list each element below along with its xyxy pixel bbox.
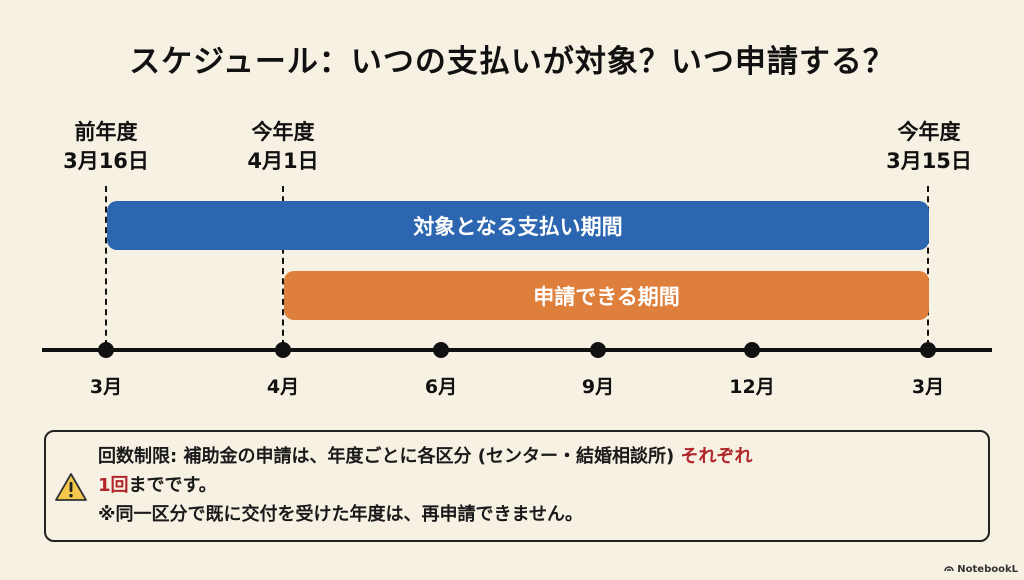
note-text: 回数制限: 補助金の申請は、年度ごとに各区分 (センター・結婚相談所) それぞれ…: [98, 442, 752, 529]
notebook-logo-icon: [944, 564, 955, 575]
guide-line-end: [927, 186, 929, 346]
bar-label: 対象となる支払い期間: [413, 214, 623, 239]
timeline-dot: [98, 342, 114, 358]
date-value: 4月1日: [247, 149, 319, 173]
tick-label: 6月: [424, 376, 458, 398]
date-label-end: 今年度 3月15日: [864, 118, 994, 176]
timeline-axis: [42, 348, 992, 352]
date-value: 3月16日: [63, 149, 149, 173]
note-highlight: 1回: [98, 475, 129, 496]
guide-line-apply-start: [282, 186, 284, 346]
eligible-payment-period-bar: 対象となる支払い期間: [107, 201, 929, 250]
watermark-text: NotebookL: [957, 564, 1018, 575]
watermark: NotebookL: [944, 564, 1018, 575]
tick-label: 12月: [729, 376, 775, 398]
date-label-start: 前年度 3月16日: [41, 118, 171, 176]
date-value: 3月15日: [886, 149, 972, 173]
note-highlight: それぞれ: [680, 446, 753, 467]
timeline-dot: [590, 342, 606, 358]
limit-note-box: 回数制限: 補助金の申請は、年度ごとに各区分 (センター・結婚相談所) それぞれ…: [44, 430, 990, 542]
bar-label: 申請できる期間: [533, 284, 680, 309]
guide-line-start: [105, 186, 107, 346]
date-label-apply-start: 今年度 4月1日: [218, 118, 348, 176]
date-year: 今年度: [897, 120, 961, 144]
tick-label: 4月: [266, 376, 300, 398]
date-year: 前年度: [74, 120, 138, 144]
timeline-dot: [275, 342, 291, 358]
page-title: スケジュール：いつの支払いが対象？いつ申請する？: [129, 44, 895, 80]
note-text-segment: 回数制限: 補助金の申請は、年度ごとに各区分 (センター・結婚相談所): [98, 446, 681, 467]
note-line-3: ※同一区分で既に交付を受けた年度は、再申請できません。: [98, 504, 583, 525]
tick-label: 3月: [911, 376, 945, 398]
tick-label: 9月: [581, 376, 615, 398]
tick-label: 3月: [89, 376, 123, 398]
note-line-1: 回数制限: 補助金の申請は、年度ごとに各区分 (センター・結婚相談所) それぞれ: [98, 442, 752, 471]
date-year: 今年度: [251, 120, 315, 144]
timeline-dot: [920, 342, 936, 358]
timeline-dot: [433, 342, 449, 358]
timeline-dot: [744, 342, 760, 358]
warning-icon: [54, 472, 88, 506]
application-period-bar: 申請できる期間: [284, 271, 929, 320]
note-line-2: 1回までです。: [98, 471, 752, 500]
note-text-segment: までです。: [128, 475, 217, 496]
